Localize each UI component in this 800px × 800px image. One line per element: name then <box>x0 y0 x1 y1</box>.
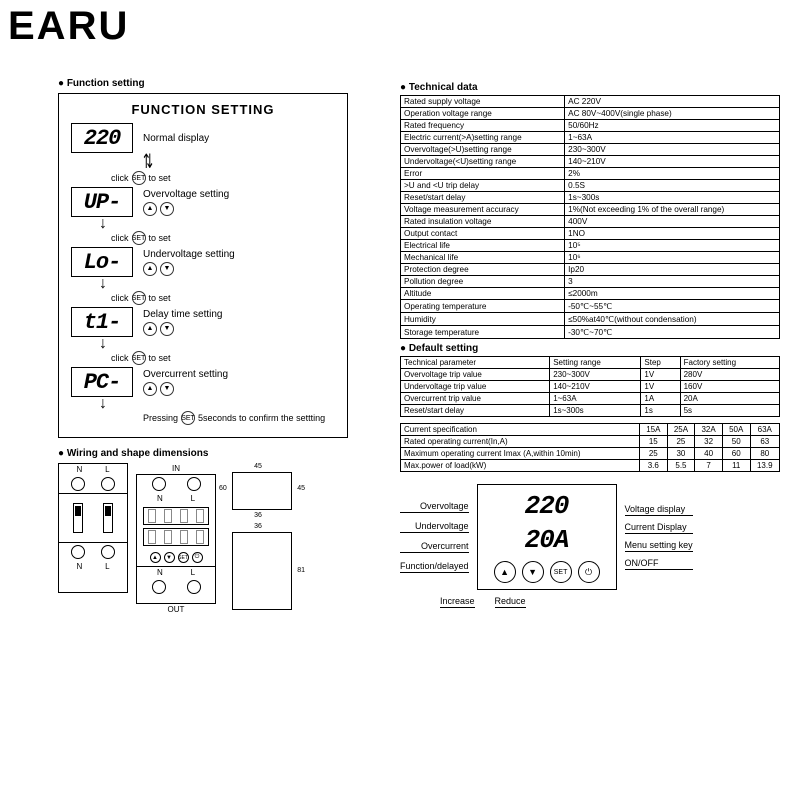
lcd-3: t1- <box>71 307 133 337</box>
button-row: ▲ ▼ SET ⏻ <box>494 561 600 583</box>
menu-key-label: Menu setting key <box>625 540 693 552</box>
arrow-down-icon: ↓ <box>99 399 335 409</box>
display-bottom-labels: Increase Reduce <box>440 596 780 608</box>
click-text: click <box>111 173 129 183</box>
func-step-0: 220 Normal display <box>71 123 335 153</box>
func-step-3: t1- Delay time setting ▲ ▼ <box>71 307 335 337</box>
arrow-down-icon: ↓ <box>99 219 335 229</box>
to-set-text: to set <box>149 173 171 183</box>
overvoltage-label: Overvoltage <box>400 501 469 513</box>
power-button[interactable]: ⏻ <box>578 561 600 583</box>
increase-button[interactable]: ▲ <box>494 561 516 583</box>
arrow-down-icon: ↓ <box>99 339 335 349</box>
wiring-area: NL NL IN NL ▲▼SET⏻ NL OUT 45 45 60 <box>58 463 368 615</box>
technical-data-heading: Technical data <box>400 82 780 93</box>
brand-logo: EARU <box>8 4 129 49</box>
set-icon: SET <box>132 171 146 185</box>
function-setting-heading: Function setting <box>58 78 368 89</box>
overcurrent-label: Overcurrent <box>400 541 469 553</box>
set-icon: SET <box>132 231 146 245</box>
func-step-2: Lo- Undervoltage setting ▲ ▼ <box>71 247 335 277</box>
display-right-labels: Voltage display Current Display Menu set… <box>625 504 693 570</box>
wiring-heading: Wiring and shape dimensions <box>58 448 368 459</box>
lcd-2: Lo- <box>71 247 133 277</box>
up-icon: ▲ <box>143 202 157 216</box>
reduce-label: Reduce <box>495 596 526 608</box>
decrease-button[interactable]: ▼ <box>522 561 544 583</box>
current-spec-table: Current specification15A25A32A50A63ARate… <box>400 423 780 472</box>
set-button[interactable]: SET <box>550 561 572 583</box>
function-delayed-label: Function/delayed <box>400 561 469 573</box>
voltage-display-label: Voltage display <box>625 504 693 516</box>
left-column: Function setting FUNCTION SETTING 220 No… <box>58 78 368 615</box>
down-icon: ▼ <box>160 202 174 216</box>
technical-data-table: Rated supply voltageAC 220VOperation vol… <box>400 95 780 339</box>
default-setting-table: Technical parameterSetting rangeStepFact… <box>400 356 780 417</box>
func-label-4: Overcurrent setting <box>143 369 228 380</box>
right-column: Technical data Rated supply voltageAC 22… <box>400 78 780 608</box>
device-diagram-1: NL NL <box>58 463 128 593</box>
func-label-3: Delay time setting <box>143 309 222 320</box>
display-left-labels: Overvoltage Undervoltage Overcurrent Fun… <box>400 501 469 573</box>
click-set-2: click SET to set <box>111 291 335 305</box>
dimensions-diagram: 45 45 60 36 36 81 <box>224 463 292 610</box>
double-arrow-icon: ⇅ <box>143 155 287 169</box>
in-label: IN <box>136 464 216 473</box>
out-label: OUT <box>136 605 216 614</box>
confirm-text: Pressing SET 5seconds to confirm the set… <box>143 411 335 425</box>
arrow-down-icon: ↓ <box>99 279 335 289</box>
click-set-1: click SET to set <box>111 231 335 245</box>
click-set-0: click SET to set <box>111 171 335 185</box>
func-step-1: UP- Overvoltage setting ▲ ▼ <box>71 187 335 217</box>
onoff-label: ON/OFF <box>625 558 693 570</box>
increase-label: Increase <box>440 596 475 608</box>
click-set-3: click SET to set <box>111 351 335 365</box>
lcd-0: 220 <box>71 123 133 153</box>
function-setting-box: FUNCTION SETTING 220 Normal display ⇅ cl… <box>58 93 348 438</box>
undervoltage-label: Undervoltage <box>400 521 469 533</box>
func-label-1: Overvoltage setting <box>143 189 229 200</box>
current-display: 20A <box>525 525 569 555</box>
func-step-4: PC- Overcurrent setting ▲ ▼ <box>71 367 335 397</box>
default-setting-heading: Default setting <box>400 343 780 354</box>
voltage-display: 220 <box>525 491 569 521</box>
function-title: FUNCTION SETTING <box>71 102 335 117</box>
current-display-label: Current Display <box>625 522 693 534</box>
func-label-0: Normal display <box>143 133 209 144</box>
lcd-1: UP- <box>71 187 133 217</box>
func-label-2: Undervoltage setting <box>143 249 235 260</box>
device-diagram-2: NL ▲▼SET⏻ NL <box>136 474 216 604</box>
lcd-4: PC- <box>71 367 133 397</box>
display-device: 220 20A ▲ ▼ SET ⏻ <box>477 484 617 590</box>
device-diagram-2-wrap: IN NL ▲▼SET⏻ NL OUT <box>136 463 216 615</box>
display-panel: Overvoltage Undervoltage Overcurrent Fun… <box>400 484 780 590</box>
